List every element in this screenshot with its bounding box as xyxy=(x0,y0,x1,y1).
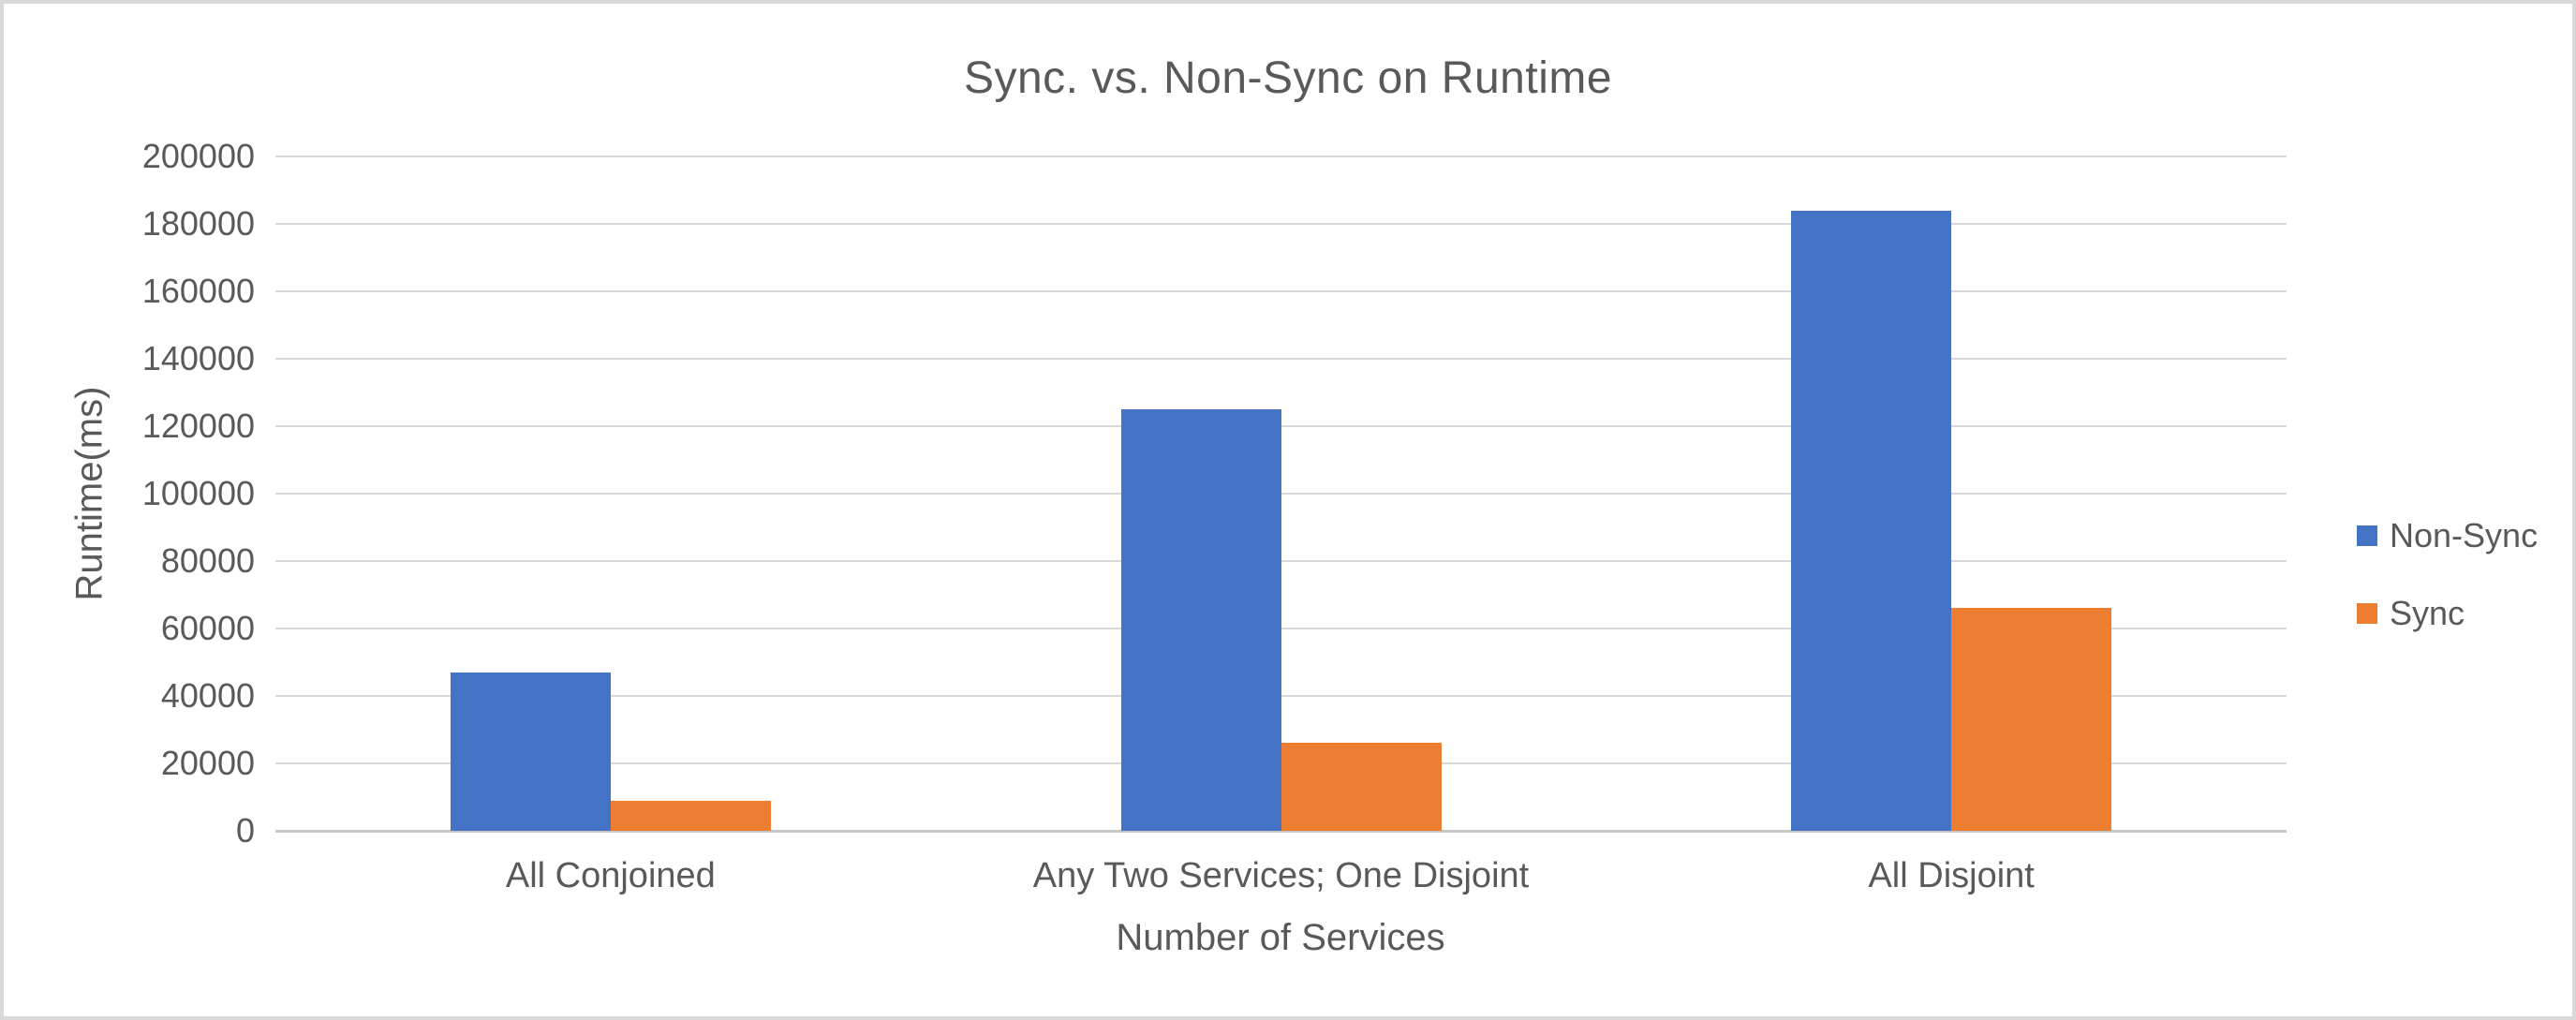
bar-non-sync xyxy=(1791,210,1952,831)
gridline xyxy=(275,358,2287,360)
y-tick-label: 160000 xyxy=(141,272,255,310)
legend-swatch-sync xyxy=(2357,603,2377,624)
bar-non-sync xyxy=(1120,409,1281,831)
category-label: All Conjoined xyxy=(505,856,716,895)
legend: Non-Sync Sync xyxy=(2357,516,2539,673)
y-tick-label: 200000 xyxy=(141,137,255,175)
bar-sync xyxy=(1951,608,2112,831)
legend-label-non-sync: Non-Sync xyxy=(2390,516,2539,554)
bar-non-sync xyxy=(450,672,611,831)
x-axis-line xyxy=(275,830,2287,833)
bar-sync xyxy=(1281,743,1442,831)
y-tick-label: 140000 xyxy=(141,339,255,377)
gridline xyxy=(275,695,2287,697)
plot-area xyxy=(275,155,2287,833)
y-tick-label: 100000 xyxy=(141,474,255,512)
y-tick-label: 80000 xyxy=(160,541,255,580)
y-tick-label: 60000 xyxy=(160,609,255,647)
gridline xyxy=(275,425,2287,427)
gridline xyxy=(275,628,2287,629)
chart-title: Sync. vs. Non-Sync on Runtime xyxy=(963,53,1613,103)
legend-item-sync: Sync xyxy=(2357,594,2538,632)
x-axis-title: Number of Services xyxy=(1116,917,1445,958)
y-tick-label: 20000 xyxy=(160,744,255,782)
legend-item-non-sync: Non-Sync xyxy=(2357,516,2539,554)
gridline xyxy=(275,223,2287,225)
y-tick-label: 120000 xyxy=(141,407,255,445)
bar-sync xyxy=(610,800,771,831)
category-label: Any Two Services; One Disjoint xyxy=(1032,856,1530,895)
gridline xyxy=(275,290,2287,292)
gridline xyxy=(275,560,2287,562)
category-label: All Disjoint xyxy=(1868,856,2035,895)
gridline xyxy=(275,155,2287,157)
legend-label-sync: Sync xyxy=(2390,594,2465,632)
legend-swatch-non-sync xyxy=(2357,525,2377,546)
y-tick-label: 40000 xyxy=(160,676,255,715)
y-tick-label: 180000 xyxy=(141,204,255,243)
gridline xyxy=(275,493,2287,495)
y-tick-label: 0 xyxy=(235,811,255,850)
